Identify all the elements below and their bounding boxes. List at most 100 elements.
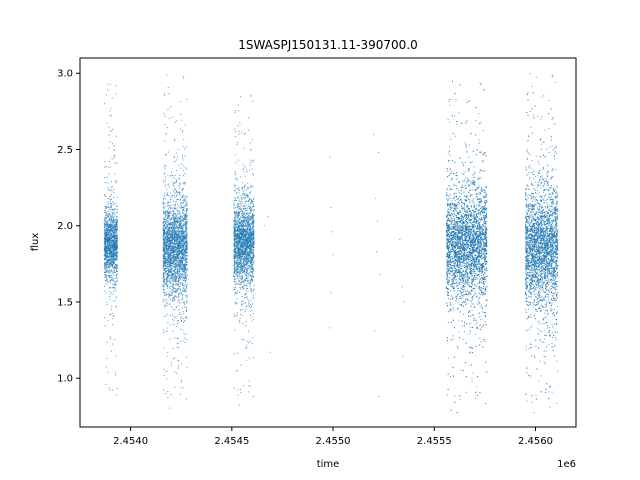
- data-point: [186, 250, 188, 252]
- data-point: [181, 223, 183, 224]
- data-point: [171, 253, 173, 255]
- data-point: [172, 347, 174, 349]
- data-point: [176, 337, 178, 339]
- data-point: [113, 247, 115, 249]
- data-point: [177, 301, 179, 303]
- data-point: [167, 205, 169, 207]
- data-point: [243, 205, 245, 207]
- data-point: [180, 240, 182, 242]
- data-point: [165, 282, 167, 284]
- data-point: [186, 284, 188, 286]
- data-point: [179, 237, 181, 239]
- data-point: [253, 197, 255, 199]
- data-point: [167, 263, 169, 265]
- data-point: [174, 220, 176, 222]
- data-point: [174, 232, 176, 234]
- data-point: [244, 222, 246, 224]
- data-point: [166, 261, 168, 263]
- data-point: [177, 212, 179, 214]
- data-point: [182, 255, 184, 257]
- data-point: [112, 284, 114, 286]
- data-point: [185, 310, 187, 312]
- data-point: [244, 213, 246, 215]
- data-point: [163, 374, 165, 376]
- data-point: [115, 264, 117, 266]
- data-point: [106, 233, 108, 235]
- data-point: [170, 264, 172, 266]
- data-point: [182, 262, 184, 264]
- data-point: [167, 269, 169, 271]
- data-point: [170, 271, 172, 273]
- data-point: [183, 231, 185, 233]
- data-point: [163, 306, 165, 308]
- data-point: [113, 144, 115, 146]
- data-point: [183, 242, 185, 244]
- data-point: [182, 220, 184, 222]
- data-point: [175, 267, 177, 269]
- data-point: [164, 238, 166, 240]
- data-point: [237, 394, 239, 396]
- data-point: [167, 215, 169, 217]
- data-point: [113, 269, 115, 271]
- data-point: [186, 210, 187, 212]
- data-point: [185, 244, 187, 246]
- data-point: [169, 285, 171, 287]
- data-point: [173, 296, 175, 298]
- data-point: [110, 194, 112, 196]
- data-point: [168, 278, 170, 280]
- data-point: [114, 246, 116, 248]
- data-point: [249, 263, 251, 265]
- data-point: [182, 287, 184, 289]
- data-point: [179, 285, 181, 287]
- data-point: [184, 273, 186, 275]
- data-point: [180, 262, 182, 264]
- data-point: [236, 200, 237, 202]
- data-point: [108, 219, 110, 221]
- data-point: [165, 214, 167, 216]
- data-point: [169, 238, 171, 240]
- data-point: [170, 241, 172, 243]
- data-point: [114, 219, 116, 221]
- data-point: [113, 204, 114, 205]
- data-point: [106, 264, 108, 266]
- data-point: [173, 286, 175, 288]
- data-point: [179, 302, 181, 304]
- data-point: [167, 193, 169, 195]
- data-point: [106, 255, 108, 257]
- data-point: [244, 269, 246, 271]
- data-point: [112, 128, 114, 130]
- data-point: [166, 226, 168, 228]
- data-point: [114, 173, 116, 175]
- data-point: [173, 252, 175, 254]
- data-point: [113, 253, 115, 255]
- data-point: [173, 236, 175, 238]
- data-point: [175, 280, 177, 282]
- data-point: [178, 292, 180, 294]
- data-point: [170, 234, 172, 236]
- data-point: [104, 177, 106, 179]
- data-point: [173, 227, 175, 229]
- data-point: [252, 245, 254, 247]
- data-point: [104, 237, 106, 239]
- data-point: [181, 380, 183, 382]
- data-point: [110, 222, 112, 224]
- data-point: [108, 173, 110, 175]
- data-point: [107, 222, 109, 224]
- data-point: [185, 241, 187, 243]
- data-point: [166, 294, 168, 295]
- data-point: [105, 271, 107, 273]
- data-point: [186, 196, 188, 198]
- data-point: [175, 307, 177, 309]
- data-point: [185, 258, 187, 260]
- data-point: [183, 270, 185, 272]
- data-point: [164, 221, 166, 223]
- data-point: [104, 269, 106, 271]
- data-point: [184, 243, 186, 245]
- data-point: [165, 154, 167, 156]
- data-point: [180, 256, 182, 258]
- data-point: [165, 268, 167, 270]
- data-point: [181, 196, 183, 198]
- data-point: [169, 240, 171, 242]
- data-point: [176, 243, 178, 245]
- data-point: [182, 269, 184, 271]
